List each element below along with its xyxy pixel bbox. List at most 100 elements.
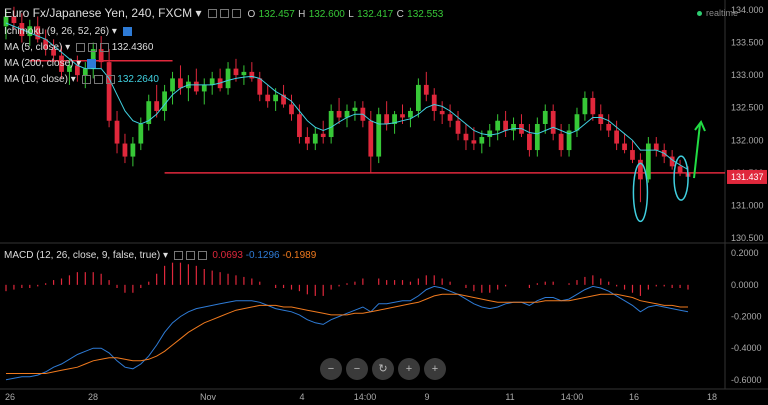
high-label: H [298, 9, 306, 20]
candle-body [423, 84, 429, 95]
ma200-label: MA (200, close) [4, 58, 74, 69]
candle-body [550, 110, 556, 134]
candle-body [336, 110, 342, 118]
candle-body [98, 49, 104, 63]
ma5-value: 132.4360 [111, 42, 154, 53]
settings-icon[interactable] [207, 9, 217, 19]
ma10-close-icon[interactable] [105, 74, 115, 84]
zoom-out-button[interactable]: − [346, 358, 368, 380]
time-tick-label: 4 [299, 392, 304, 402]
macd-label: MACD (12, 26, close, 9, false, true) [4, 250, 161, 261]
candle-body [90, 49, 96, 69]
ma200-settings-icon[interactable] [87, 58, 97, 68]
candle-body [122, 143, 128, 157]
time-tick-label: 28 [88, 392, 98, 402]
scroll-right-button[interactable]: + [424, 358, 446, 380]
price-tick-label: 131.000 [731, 200, 764, 210]
candle-body [400, 114, 405, 118]
candle-body [408, 110, 413, 118]
ichimoku-legend[interactable]: Ichimoku (9, 26, 52, 26) ▾ [4, 26, 132, 37]
ma10-settings-icon[interactable] [81, 74, 91, 84]
candle-body [653, 143, 659, 151]
close-icon[interactable] [231, 9, 241, 19]
macd-settings-icon[interactable] [173, 250, 183, 260]
candle-body [82, 68, 88, 76]
macd-tick-label: 0.2000 [731, 248, 759, 258]
candle-body [170, 78, 175, 92]
candle-body [265, 94, 271, 102]
zoom-in-button[interactable]: + [398, 358, 420, 380]
candle-body [241, 71, 247, 76]
ma10-legend[interactable]: MA (10, close) ▾ 132.2640 [4, 74, 159, 85]
time-tick-label: 9 [424, 392, 429, 402]
candle-body [201, 84, 207, 92]
macd-signal-value: -0.1989 [282, 250, 317, 261]
up-arrow-icon [693, 123, 701, 179]
price-tick-label: 132.000 [731, 135, 764, 145]
up-arrow-head-icon [694, 120, 706, 132]
candle-body [534, 124, 540, 151]
open-value: 132.457 [258, 9, 295, 20]
candle-body [598, 114, 604, 124]
candle-body [130, 143, 136, 157]
macd-legend[interactable]: MACD (12, 26, close, 9, false, true) ▾ 0… [4, 250, 317, 261]
last-price-tag [727, 169, 767, 184]
candle-body [558, 133, 564, 151]
eye-icon[interactable] [219, 9, 229, 19]
candle-body [225, 68, 231, 89]
ichimoku-label: Ichimoku (9, 26, 52, 26) [4, 26, 110, 37]
candle-body [542, 110, 548, 124]
candle-body [106, 62, 112, 121]
candle-body [352, 107, 358, 111]
candle-body [43, 39, 49, 50]
ma10-eye-icon[interactable] [93, 74, 103, 84]
candle-body [289, 104, 294, 115]
candle-body [574, 114, 580, 131]
macd-eye-icon[interactable] [185, 250, 195, 260]
close-label: C [396, 9, 404, 20]
candle-body [638, 159, 643, 180]
candle-body [669, 156, 675, 167]
candle-body [487, 130, 493, 138]
scroll-left-button[interactable]: − [320, 358, 342, 380]
candle-body [495, 120, 501, 131]
ma5-close-icon[interactable] [99, 42, 109, 52]
candle-body [622, 143, 627, 151]
symbol-title[interactable]: Euro Fx/Japanese Yen, 240, FXCM [4, 6, 193, 20]
candle-body [320, 133, 326, 138]
realtime-dot-icon [696, 11, 702, 17]
candle-body [614, 130, 620, 144]
macd-tick-label: 0.0000 [731, 280, 759, 290]
ma5-legend[interactable]: MA (5, close) ▾ 132.4360 [4, 42, 154, 53]
candle-body [209, 78, 215, 85]
candle-body [630, 150, 635, 160]
macd-close-icon[interactable] [197, 250, 207, 260]
candle-body [3, 16, 9, 27]
macd-hist-value: 0.0693 [212, 250, 243, 261]
candle-body [27, 26, 33, 37]
time-tick-label: 18 [707, 392, 717, 402]
candle-body [178, 78, 183, 89]
reset-button[interactable]: ↻ [372, 358, 394, 380]
close-value: 132.553 [407, 9, 444, 20]
circle-highlight-icon [632, 162, 649, 223]
ma5-settings-icon[interactable] [75, 42, 85, 52]
candle-body [511, 124, 516, 131]
candle-body [233, 68, 239, 76]
low-value: 132.417 [357, 9, 394, 20]
ichimoku-settings-icon[interactable] [122, 26, 132, 36]
ma200-legend[interactable]: MA (200, close) ▾ [4, 58, 97, 69]
realtime-indicator: realtime [696, 8, 738, 18]
candle-body [471, 140, 477, 144]
macd-tick-label: -0.6000 [731, 375, 762, 385]
candle-body [606, 124, 612, 131]
candle-body [154, 101, 160, 111]
price-tick-label: 133.500 [731, 38, 764, 48]
ma5-eye-icon[interactable] [87, 42, 97, 52]
macd-tick-label: -0.4000 [731, 343, 762, 353]
candle-body [503, 120, 508, 131]
candle-body [59, 55, 64, 72]
candle-body [645, 143, 651, 180]
